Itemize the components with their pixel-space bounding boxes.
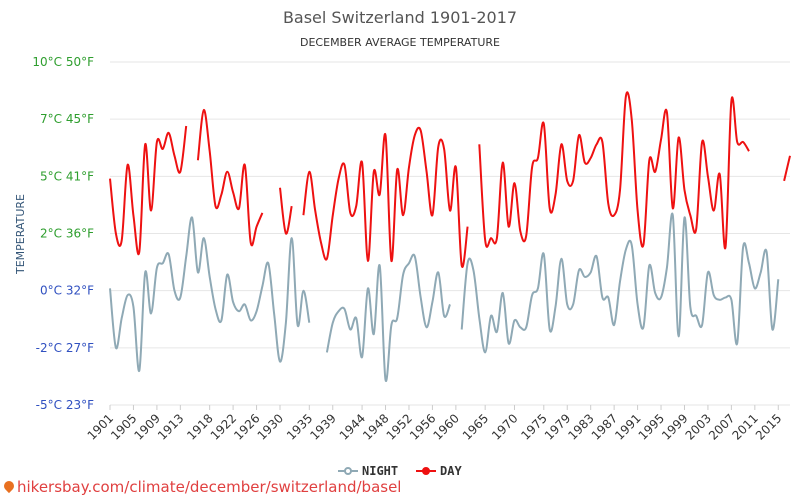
y-axis-label: TEMPERATURE [14,194,27,275]
x-tick-label: 1930 [255,411,286,442]
x-tick-label: 1983 [565,411,596,442]
x-tick-label: 1922 [208,411,239,442]
y-tick-label: 7°C 45°F [40,112,94,126]
x-tick-label: 2003 [683,411,714,442]
series-line-segment [279,187,293,235]
series-day [109,91,791,268]
x-tick-label: 1901 [85,411,116,442]
chart-title: Basel Switzerland 1901-2017 [283,8,517,27]
x-tick-label: 1999 [659,411,690,442]
x-tick-label: 1939 [307,411,338,442]
legend-item-night[interactable]: NIGHT [338,464,398,478]
x-tick-label: 1975 [518,411,549,442]
x-tick-label: 1909 [132,411,163,442]
attribution-text: hikersbay.com/climate/december/switzerla… [17,478,402,496]
x-tick-label: 1991 [612,411,643,442]
legend: NIGHT DAY [338,464,462,478]
series-lines [109,91,791,382]
series-night [109,212,780,382]
y-axis-ticks: 10°C 50°F 7°C 45°F 5°C 41°F 2°C 36°F 0°C 32°… [32,55,94,412]
x-tick-label: 1970 [489,411,520,442]
legend-night-marker [344,467,352,475]
series-line-segment [460,212,780,354]
chart-subtitle: DECEMBER AVERAGE TEMPERATURE [300,36,500,49]
x-tick-label: 1913 [155,411,186,442]
x-tick-label: 1987 [589,411,620,442]
x-tick-label: 1956 [407,411,438,442]
series-line-segment [196,108,264,247]
legend-item-day[interactable]: DAY [416,464,462,478]
x-axis-ticks: 1901190519091913191819221926193019351939… [85,405,784,443]
x-tick-label: 1995 [636,411,667,442]
y-tick-label: 0°C 32°F [40,284,94,298]
x-tick-label: 1944 [337,411,368,442]
series-line-segment [109,125,188,256]
x-tick-label: 1926 [231,411,262,442]
series-line-segment [783,155,791,182]
x-tick-label: 1960 [430,411,461,442]
y-tick-label: 2°C 36°F [40,227,94,241]
series-line-segment [478,91,750,250]
legend-day-label: DAY [440,464,462,478]
grid-lines [110,61,790,406]
x-tick-label: 1905 [108,411,139,442]
y-tick-label: 10°C 50°F [32,55,94,69]
x-tick-label: 1952 [384,411,415,442]
series-line-segment [302,126,469,268]
location-pin-icon [1,478,17,494]
x-tick-label: 2011 [729,411,760,442]
x-tick-label: 1948 [360,411,391,442]
x-tick-label: 1965 [460,411,491,442]
attribution-link[interactable]: hikersbay.com/climate/december/switzerla… [1,478,402,496]
legend-day-marker [422,467,430,475]
series-line-segment [325,253,451,382]
x-tick-label: 1935 [284,411,315,442]
x-tick-label: 1918 [184,411,215,442]
x-tick-label: 2007 [706,411,737,442]
x-tick-label: 2015 [753,411,784,442]
legend-night-label: NIGHT [362,464,398,478]
y-tick-label: -2°C 27°F [36,341,94,355]
series-line-segment [109,216,311,372]
y-tick-label: -5°C 23°F [36,398,94,412]
y-tick-label: 5°C 41°F [40,169,94,183]
x-tick-label: 1979 [542,411,573,442]
